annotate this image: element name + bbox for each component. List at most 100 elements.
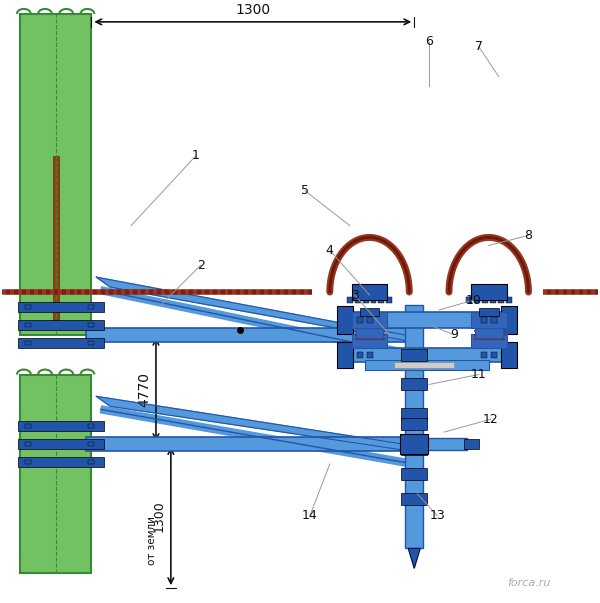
Text: 4770: 4770 <box>137 372 151 407</box>
Polygon shape <box>97 277 423 344</box>
Bar <box>477 332 500 333</box>
Bar <box>367 317 373 323</box>
Bar <box>355 297 361 303</box>
Bar <box>358 336 382 337</box>
Bar <box>25 460 31 464</box>
Bar <box>497 297 503 303</box>
Bar <box>475 328 503 338</box>
Bar <box>386 297 392 303</box>
Bar <box>477 328 500 329</box>
Bar <box>352 284 388 300</box>
Text: 4: 4 <box>326 244 334 257</box>
Text: 1: 1 <box>192 150 200 162</box>
Bar <box>355 326 385 327</box>
Bar <box>355 334 385 335</box>
Bar <box>401 493 427 505</box>
Polygon shape <box>408 548 420 568</box>
Bar <box>394 362 454 368</box>
Bar <box>88 323 94 327</box>
Text: 6: 6 <box>425 35 433 48</box>
Bar <box>359 308 379 316</box>
Bar <box>362 297 368 303</box>
Bar <box>401 443 427 455</box>
Bar <box>356 352 362 358</box>
Bar <box>88 442 94 446</box>
Bar <box>20 374 91 573</box>
Bar <box>355 338 385 339</box>
Bar <box>86 328 419 342</box>
Bar <box>474 330 503 331</box>
Bar <box>379 297 385 303</box>
Bar <box>18 302 104 312</box>
Bar <box>474 326 503 327</box>
Text: 1300: 1300 <box>153 500 166 532</box>
Bar <box>355 330 385 331</box>
Text: от земли: от земли <box>147 516 157 566</box>
Bar <box>345 348 509 362</box>
Bar <box>356 326 383 334</box>
Bar <box>88 341 94 345</box>
Bar <box>471 284 506 300</box>
Bar <box>25 424 31 428</box>
Bar <box>479 308 499 316</box>
Bar <box>477 336 500 337</box>
Bar <box>356 328 383 338</box>
Text: 3: 3 <box>350 289 359 302</box>
Bar <box>482 297 488 303</box>
Bar <box>337 342 353 368</box>
Bar <box>88 305 94 309</box>
Bar <box>506 297 512 303</box>
Text: 1300: 1300 <box>235 3 271 17</box>
Text: 5: 5 <box>301 185 309 197</box>
Bar <box>401 468 427 480</box>
Bar <box>464 439 479 449</box>
Text: 11: 11 <box>471 368 487 381</box>
Bar <box>471 312 506 328</box>
Bar <box>367 352 373 358</box>
Bar <box>401 349 427 361</box>
Bar <box>371 297 376 303</box>
Bar <box>18 421 104 431</box>
Bar <box>466 297 472 303</box>
Bar <box>18 457 104 467</box>
Bar <box>53 156 59 325</box>
Bar <box>490 297 496 303</box>
Bar <box>401 418 427 430</box>
Bar <box>471 334 506 348</box>
Text: 13: 13 <box>429 509 445 522</box>
Bar <box>88 424 94 428</box>
Bar <box>491 352 497 358</box>
Text: 7: 7 <box>475 40 483 53</box>
Bar <box>358 328 382 329</box>
Bar <box>500 306 517 334</box>
Bar <box>20 14 91 335</box>
Bar <box>356 317 362 323</box>
Bar <box>25 305 31 309</box>
Text: forca.ru: forca.ru <box>507 578 550 588</box>
Bar <box>474 334 503 335</box>
Text: 10: 10 <box>466 294 482 306</box>
Bar <box>358 332 382 333</box>
Text: 8: 8 <box>524 229 532 242</box>
Text: 2: 2 <box>197 259 205 272</box>
Bar <box>345 312 509 328</box>
Bar <box>412 438 467 450</box>
Bar <box>18 320 104 330</box>
Polygon shape <box>97 396 423 453</box>
Bar <box>474 338 503 339</box>
Bar <box>400 434 428 454</box>
Bar <box>474 297 480 303</box>
Bar <box>401 408 427 420</box>
Bar <box>18 338 104 348</box>
Bar <box>352 334 388 348</box>
Bar <box>18 439 104 449</box>
Bar <box>25 442 31 446</box>
Bar <box>500 342 517 368</box>
Text: 9: 9 <box>450 328 458 341</box>
Bar <box>337 306 353 334</box>
Bar <box>25 323 31 327</box>
Bar <box>88 460 94 464</box>
Bar <box>481 352 487 358</box>
Bar <box>481 317 487 323</box>
Bar <box>352 312 388 328</box>
